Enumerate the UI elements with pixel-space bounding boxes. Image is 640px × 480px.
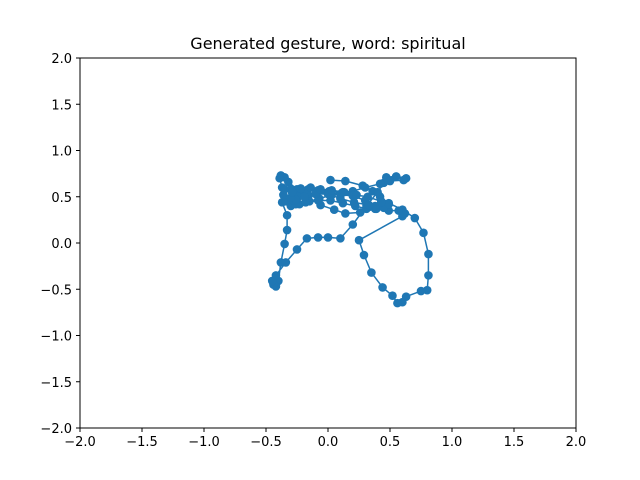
gesture-point [271,271,281,280]
y-tick-label: 0.5 [51,191,72,206]
gesture-point [391,172,401,181]
gesture-point [287,187,297,197]
y-tick-label: 0.0 [51,237,72,252]
gesture-point [364,200,374,210]
gesture-point [336,234,345,243]
gesture-point [393,298,402,308]
gesture-point [360,183,370,192]
gesture-point [341,209,350,218]
y-tick-label: −1.5 [40,376,72,391]
gesture-point [352,190,361,200]
gesture-point [359,250,369,260]
gesture-point [349,198,359,207]
gesture-point [341,176,350,186]
gesture-point [280,185,289,194]
gesture-point [323,233,333,242]
gesture-point [416,286,426,296]
x-tick-label: 0.5 [380,435,401,450]
gesture-point [292,245,302,254]
gesture-point [300,192,309,202]
y-tick-label: 1.5 [51,98,72,113]
gesture-point [410,213,420,223]
gesture-point [375,179,385,189]
x-tick-label: 0.0 [318,435,339,450]
x-tick-label: −0.5 [250,435,282,450]
gesture-point [377,198,386,207]
gesture-point [313,196,323,205]
y-tick-label: 2.0 [51,52,72,67]
x-tick-label: 1.0 [442,435,463,450]
gesture-point [326,175,335,185]
gesture-point [327,185,337,195]
gesture-point [373,187,382,197]
y-tick-label: −2.0 [40,422,72,437]
gesture-point [313,233,323,242]
x-tick-label: −2.0 [64,435,96,450]
x-tick-label: 1.5 [504,435,525,450]
x-tick-label: −1.0 [188,435,220,450]
gesture-point [281,258,291,267]
gesture-point [399,175,408,185]
gesture-point [348,220,358,229]
y-tick-label: 1.0 [51,145,72,160]
gesture-point [326,196,335,205]
x-tick-label: −1.5 [126,435,158,450]
gesture-point [355,208,365,217]
gesture-point [388,291,397,301]
plot-area-frame [79,57,577,429]
gesture-point [275,173,284,183]
y-tick-label: −0.5 [40,283,72,298]
chart-title: Generated gesture, word: spiritual [190,34,465,53]
gesture-point [354,235,364,245]
gesture-point [385,176,395,186]
gesture-point [394,206,403,215]
x-tick-label: 2.0 [566,435,587,450]
series-layer [267,171,433,308]
gesture-point [424,249,433,259]
gesture-point [282,210,292,220]
y-tick-label: −1.0 [40,330,72,345]
gesture-point [419,228,428,238]
gesture-point [316,185,325,194]
gesture-point [282,225,292,235]
gesture-point [378,283,387,292]
gesture-point [329,205,339,214]
gesture-point [296,184,306,193]
y-axis: −2.0 −1.5 −1.0 −0.5 0.0 0.5 1.0 1.5 2.0 [40,52,80,437]
x-axis: −2.0 −1.5 −1.0 −0.5 0.0 0.5 1.0 1.5 2.0 [64,428,586,450]
gesture-point [384,199,394,209]
gesture-point [306,183,315,192]
gesture-point [336,194,345,203]
gesture-point [280,239,289,249]
gesture-point [302,234,312,243]
gesture-point [339,187,349,197]
gesture-point [367,268,376,277]
gesture-point [424,271,433,280]
